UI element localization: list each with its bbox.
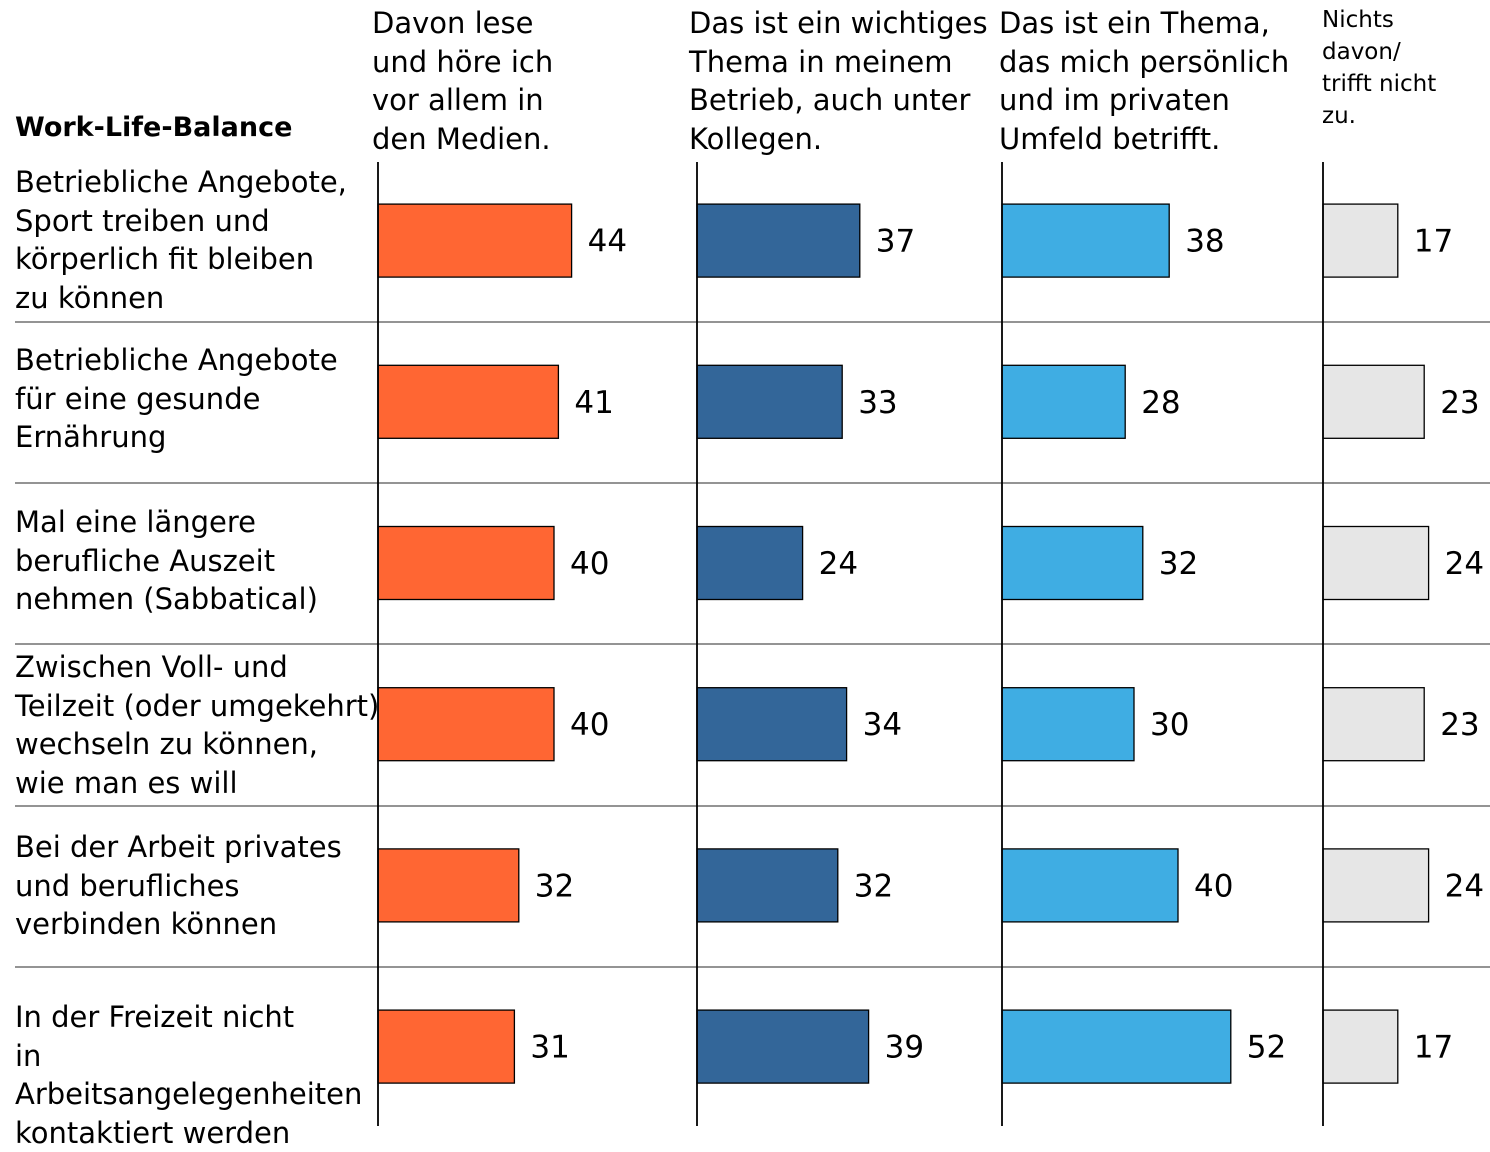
chart: Davon lese und höre ich vor allem in den… (15, 6, 1490, 1150)
data-label: 28 (1141, 385, 1180, 421)
data-label: 30 (1150, 707, 1189, 743)
data-label: 31 (530, 1030, 569, 1066)
data-label: 37 (876, 224, 915, 260)
chart-title: Work-Life-Balance (15, 112, 293, 143)
bar (696, 364, 843, 439)
bar (1322, 1009, 1399, 1084)
bar (696, 687, 848, 762)
data-label: 40 (1194, 868, 1233, 904)
row-label-ernaehrung: Betriebliche Angebote für eine gesunde E… (15, 343, 338, 454)
bar (696, 848, 839, 923)
bars-canvas: 44 37 38 17 41 33 28 23 40 24 32 24 40 34 30 23 32 32 40 24… (15, 162, 1490, 1126)
bar (1001, 848, 1179, 923)
bar (1001, 1009, 1232, 1084)
data-label: 40 (570, 546, 609, 582)
data-label: 23 (1440, 707, 1479, 743)
column-header-medien: Davon lese und höre ich vor allem in den… (372, 6, 554, 156)
data-label: 23 (1440, 385, 1479, 421)
row-label-sabbatical: Mal eine längere berufliche Auszeit nehm… (15, 505, 318, 616)
data-label: 24 (1445, 868, 1484, 904)
bar (1322, 203, 1399, 278)
row-label-privates: Bei der Arbeit privates und berufliches … (15, 830, 342, 941)
bar (377, 203, 573, 278)
bar (696, 525, 804, 601)
bar (1322, 687, 1425, 762)
bar (1001, 364, 1126, 439)
data-label: 52 (1247, 1030, 1286, 1066)
data-label: 40 (570, 707, 609, 743)
data-label: 32 (535, 868, 574, 904)
data-label: 24 (1445, 546, 1484, 582)
bar (377, 364, 560, 439)
bar (377, 848, 520, 923)
data-label: 17 (1414, 224, 1453, 260)
bar (377, 525, 555, 601)
data-label: 41 (574, 385, 613, 421)
data-label: 32 (1159, 546, 1198, 582)
row-label-teilzeit: Zwischen Voll- und Teilzeit (oder umgeke… (15, 650, 380, 800)
data-label: 44 (588, 224, 627, 260)
data-label: 38 (1185, 224, 1224, 260)
bar (1001, 525, 1144, 601)
bar (377, 1009, 516, 1084)
data-label: 34 (863, 707, 902, 743)
data-label: 39 (885, 1030, 924, 1066)
bar (696, 1009, 870, 1084)
bar (1001, 203, 1170, 278)
data-label: 32 (854, 868, 893, 904)
row-label-sport: Betriebliche Angebote, Sport treiben und… (15, 165, 347, 315)
data-label: 24 (819, 546, 858, 582)
bar (696, 203, 861, 278)
bar (1322, 525, 1430, 601)
bar (1322, 848, 1430, 923)
column-header-betrieb: Das ist ein wichtiges Thema in meinem Be… (689, 6, 988, 156)
bar (1322, 364, 1425, 439)
bar (1001, 687, 1135, 762)
bar (377, 687, 555, 762)
column-header-nichts: Nichts davon/ trifft nicht zu. (1322, 7, 1437, 129)
data-label: 33 (858, 385, 897, 421)
column-header-privat: Das ist ein Thema, das mich persönlich u… (999, 6, 1290, 156)
data-label: 17 (1414, 1030, 1453, 1066)
